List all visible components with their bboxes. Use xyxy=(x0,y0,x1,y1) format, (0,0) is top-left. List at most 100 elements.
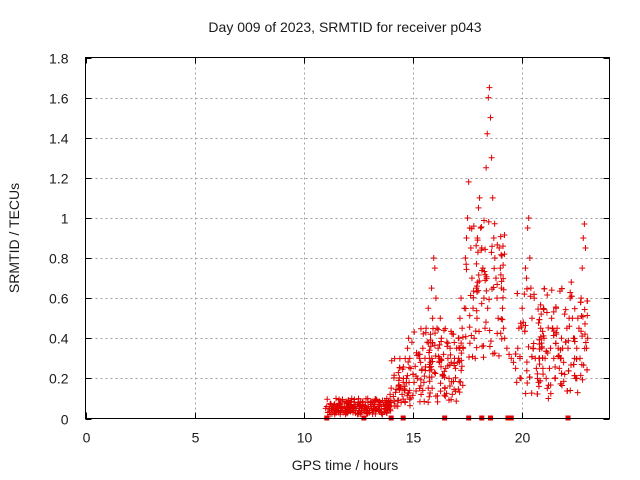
data-point xyxy=(448,378,455,385)
data-point xyxy=(584,335,591,342)
data-point xyxy=(396,374,403,381)
data-point xyxy=(427,343,434,350)
data-point xyxy=(528,353,535,360)
data-point xyxy=(482,325,489,332)
data-point xyxy=(501,335,508,342)
data-point xyxy=(577,299,584,306)
data-point xyxy=(565,337,572,344)
data-point xyxy=(395,382,402,389)
data-point xyxy=(466,324,473,331)
data-point xyxy=(537,325,544,332)
data-point xyxy=(543,348,550,355)
data-point xyxy=(525,343,532,350)
data-point xyxy=(471,335,478,342)
data-point xyxy=(564,388,571,395)
data-point xyxy=(366,409,373,416)
data-point xyxy=(584,298,591,305)
data-point xyxy=(455,335,462,342)
data-point xyxy=(546,365,553,372)
data-point xyxy=(412,363,419,370)
data-point xyxy=(446,375,453,382)
data-point xyxy=(458,363,465,370)
data-point xyxy=(465,178,472,185)
data-point xyxy=(561,371,568,378)
data-point xyxy=(536,336,543,343)
data-point xyxy=(487,114,494,121)
data-point xyxy=(499,305,506,312)
data-point xyxy=(540,305,547,312)
data-point xyxy=(422,329,429,336)
data-point xyxy=(447,351,454,358)
data-point xyxy=(426,378,433,385)
data-point xyxy=(473,242,480,249)
data-point xyxy=(523,367,530,374)
axis-ticks: 0 0.2 0.4 0.6 0.8 1 1.2 1.4 1.6 1.8 0 5 10 15 20 xyxy=(49,51,610,446)
data-point xyxy=(523,359,530,366)
data-point xyxy=(562,306,569,313)
data-point xyxy=(449,330,456,337)
data-point xyxy=(523,275,530,282)
data-point xyxy=(491,255,498,262)
data-point xyxy=(567,289,574,296)
data-point xyxy=(426,367,433,374)
data-point xyxy=(451,362,458,369)
data-point xyxy=(481,217,488,224)
data-point xyxy=(333,395,340,402)
data-point xyxy=(358,407,365,414)
data-point xyxy=(468,332,475,339)
data-point xyxy=(482,319,489,326)
data-point xyxy=(417,325,424,332)
data-point xyxy=(560,359,567,366)
data-point xyxy=(376,403,383,410)
data-point xyxy=(500,286,507,293)
data-point xyxy=(419,387,426,394)
data-point xyxy=(527,285,534,292)
data-point xyxy=(474,249,481,256)
data-point xyxy=(474,279,481,286)
data-point xyxy=(396,355,403,362)
data-point xyxy=(430,255,437,262)
data-point xyxy=(571,305,578,312)
data-point xyxy=(324,396,331,403)
data-point xyxy=(455,355,462,362)
data-point xyxy=(426,393,433,400)
data-point xyxy=(391,355,398,362)
data-point xyxy=(534,370,541,377)
data-point xyxy=(521,328,528,335)
data-point xyxy=(474,237,481,244)
data-point xyxy=(408,339,415,346)
data-point xyxy=(486,327,493,334)
data-point xyxy=(396,386,403,393)
data-point xyxy=(419,345,426,352)
data-point xyxy=(444,355,451,362)
data-point xyxy=(428,285,435,292)
data-point xyxy=(463,261,470,268)
data-point xyxy=(438,356,445,363)
data-point xyxy=(456,378,463,385)
data-point xyxy=(424,339,431,346)
data-point xyxy=(406,364,413,371)
data-point xyxy=(478,247,485,254)
y-tick-label: 1.6 xyxy=(49,91,69,107)
data-point xyxy=(540,332,547,339)
data-point xyxy=(498,251,505,258)
data-point xyxy=(539,328,546,335)
data-point xyxy=(552,364,559,371)
data-point xyxy=(475,272,482,279)
data-point xyxy=(579,376,586,383)
data-point xyxy=(466,312,473,319)
data-point xyxy=(427,389,434,396)
data-point xyxy=(568,279,575,286)
data-point xyxy=(548,287,555,294)
data-point xyxy=(404,392,411,399)
data-point xyxy=(544,292,551,299)
data-point xyxy=(418,391,425,398)
data-point xyxy=(541,285,548,292)
data-point xyxy=(543,375,550,382)
data-point xyxy=(467,292,474,299)
data-point xyxy=(513,379,520,386)
data-point xyxy=(473,315,480,322)
data-point xyxy=(497,271,504,278)
data-point xyxy=(421,373,428,380)
data-point xyxy=(438,338,445,345)
